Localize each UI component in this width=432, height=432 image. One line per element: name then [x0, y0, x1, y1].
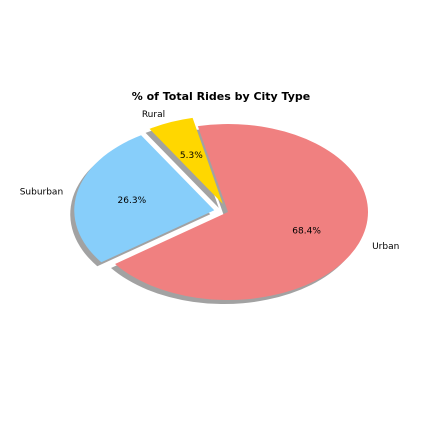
slice-percent-urban: 68.4% — [292, 227, 321, 237]
slice-percent-suburban: 26.3% — [118, 196, 147, 206]
pie-slice-suburban — [74, 135, 215, 263]
slice-label-urban: Urban — [372, 242, 399, 252]
pie-slice-urban — [115, 124, 368, 301]
slice-label-suburban: Suburban — [20, 188, 63, 198]
chart-title: % of Total Rides by City Type — [132, 90, 311, 103]
slice-percent-rural: 5.3% — [180, 151, 203, 161]
slice-label-rural: Rural — [142, 110, 165, 120]
pie-slice-rural — [149, 117, 223, 204]
slice-labels: 68.4% Urban 5.3% Rural 26.3% Suburban — [20, 110, 400, 252]
pie-slices — [74, 117, 368, 301]
